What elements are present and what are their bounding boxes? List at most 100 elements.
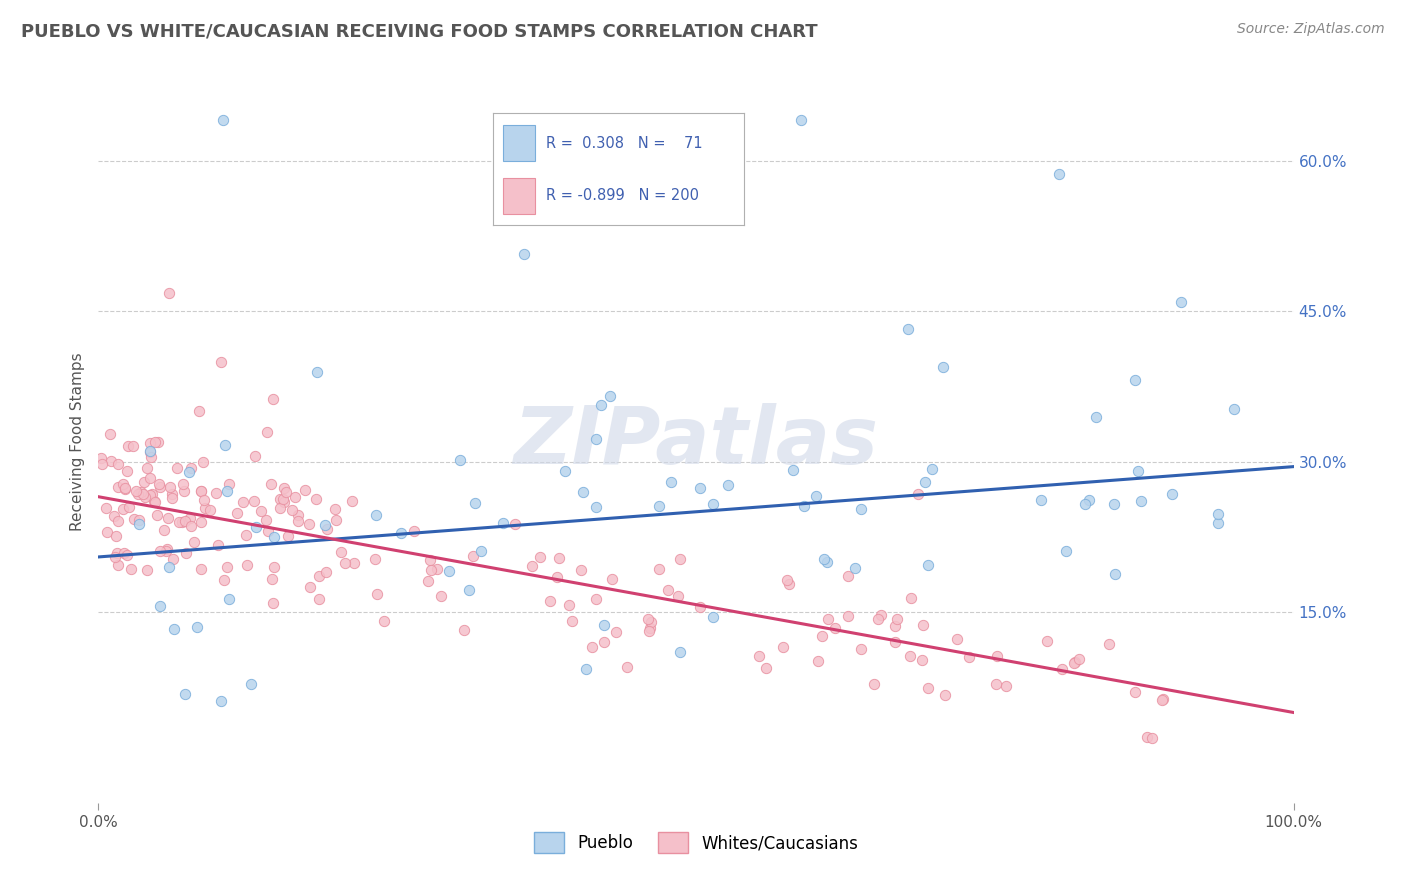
- Point: [900, 591, 922, 605]
- Point: [243, 494, 266, 508]
- Point: [520, 559, 543, 574]
- Point: [269, 500, 291, 515]
- Point: [166, 461, 188, 475]
- Point: [193, 454, 215, 468]
- Point: [430, 589, 453, 603]
- Point: [152, 524, 174, 538]
- Point: [107, 558, 129, 572]
- Point: [155, 544, 177, 558]
- Point: [262, 596, 284, 610]
- Point: [105, 529, 128, 543]
- Point: [139, 436, 162, 450]
- Point: [776, 573, 799, 587]
- Point: [325, 513, 347, 527]
- Point: [308, 568, 330, 582]
- Point: [214, 438, 236, 452]
- Point: [1098, 637, 1121, 651]
- Point: [143, 434, 166, 449]
- Point: [778, 576, 800, 591]
- Point: [142, 494, 165, 508]
- Point: [1063, 657, 1085, 671]
- Point: [419, 553, 441, 567]
- Point: [315, 565, 337, 579]
- Point: [364, 508, 387, 522]
- Point: [112, 502, 135, 516]
- Point: [917, 558, 939, 572]
- Point: [914, 475, 936, 490]
- Point: [1054, 543, 1077, 558]
- Point: [148, 544, 170, 558]
- Point: [294, 483, 316, 497]
- Point: [1125, 373, 1147, 387]
- Point: [91, 457, 114, 471]
- Point: [254, 513, 277, 527]
- Legend: Pueblo, Whites/Caucasians: Pueblo, Whites/Caucasians: [527, 826, 865, 860]
- Point: [561, 615, 583, 629]
- Point: [298, 580, 321, 594]
- Point: [138, 443, 160, 458]
- Point: [907, 486, 929, 500]
- Point: [207, 538, 229, 552]
- Point: [994, 679, 1017, 693]
- Point: [177, 465, 200, 479]
- Point: [810, 629, 832, 643]
- Point: [156, 542, 179, 557]
- Point: [239, 677, 262, 691]
- Point: [1084, 409, 1107, 424]
- Point: [90, 450, 112, 465]
- Point: [163, 623, 186, 637]
- Point: [1078, 492, 1101, 507]
- Point: [141, 487, 163, 501]
- Point: [156, 511, 179, 525]
- Point: [160, 487, 183, 501]
- Point: [503, 516, 526, 531]
- Point: [308, 591, 330, 606]
- Point: [139, 450, 162, 465]
- Point: [263, 560, 285, 574]
- Point: [1150, 692, 1173, 706]
- Point: [118, 500, 141, 514]
- Point: [190, 483, 212, 498]
- Point: [659, 475, 682, 489]
- Point: [180, 518, 202, 533]
- Point: [931, 360, 953, 375]
- Point: [581, 640, 603, 655]
- Point: [748, 649, 770, 664]
- Point: [314, 518, 336, 533]
- Point: [245, 519, 267, 533]
- Point: [554, 465, 576, 479]
- Point: [1223, 402, 1246, 417]
- Point: [911, 653, 934, 667]
- Point: [669, 645, 692, 659]
- Point: [373, 614, 395, 628]
- Point: [851, 502, 873, 516]
- Point: [115, 548, 138, 562]
- Point: [813, 552, 835, 566]
- Point: [1102, 497, 1125, 511]
- Point: [111, 476, 134, 491]
- Point: [837, 568, 859, 582]
- Point: [957, 649, 980, 664]
- Point: [316, 522, 339, 536]
- Point: [125, 483, 148, 498]
- Point: [114, 482, 136, 496]
- Point: [340, 494, 363, 508]
- Point: [273, 495, 295, 509]
- Point: [449, 452, 471, 467]
- Point: [232, 494, 254, 508]
- Point: [159, 479, 181, 493]
- Point: [194, 501, 217, 516]
- Point: [426, 562, 449, 576]
- Point: [453, 623, 475, 637]
- Point: [218, 476, 240, 491]
- Point: [492, 516, 515, 530]
- Point: [600, 572, 623, 586]
- Point: [198, 503, 221, 517]
- Point: [117, 465, 139, 479]
- Point: [1160, 487, 1182, 501]
- Point: [139, 445, 162, 459]
- Point: [464, 496, 486, 510]
- Point: [702, 497, 724, 511]
- Point: [772, 640, 794, 655]
- Point: [271, 492, 294, 507]
